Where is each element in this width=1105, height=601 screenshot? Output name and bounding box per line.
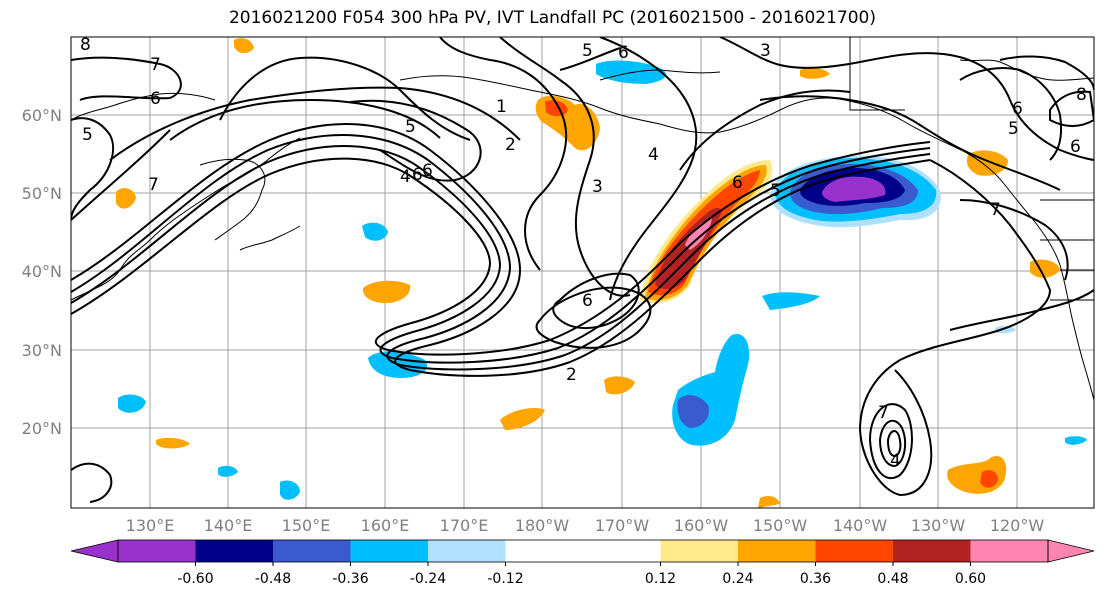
colorbar-segment xyxy=(583,540,661,562)
lat-label: 20°N xyxy=(22,419,62,438)
lon-label: 130°E xyxy=(126,516,175,535)
contour-label: 7 xyxy=(878,403,889,423)
contour-label: 3 xyxy=(592,177,603,197)
colorbar-outline xyxy=(117,539,1049,563)
positive-spot-11 xyxy=(800,67,830,79)
colorbar-tick-label: -0.48 xyxy=(255,571,291,587)
pv-contours xyxy=(71,37,1094,503)
colorbar-segment xyxy=(118,540,196,562)
colorbar-tick-label: 0.36 xyxy=(800,571,831,587)
contour-label: 6 xyxy=(150,89,161,109)
colorbar-segment xyxy=(815,540,894,562)
contour-label: 6 xyxy=(618,43,629,63)
contour-label: 5 xyxy=(770,181,781,201)
positive-spot-1-core xyxy=(545,100,568,117)
lat-label: 60°N xyxy=(22,106,62,125)
colorbar-tick-label: -0.60 xyxy=(177,571,213,587)
lat-label: 30°N xyxy=(22,341,62,360)
lon-label: 170°W xyxy=(595,516,650,535)
lon-label: 140°W xyxy=(833,516,888,535)
colorbar-segment xyxy=(350,540,429,562)
negative-spot-8 xyxy=(995,325,1016,334)
contour-label: 5 xyxy=(582,41,593,61)
contour-label: 7 xyxy=(150,55,161,75)
contour-label: 6 xyxy=(422,161,433,181)
colorbar-segment xyxy=(970,540,1049,562)
lon-label: 140°E xyxy=(204,516,253,535)
colorbar-tick-label: 0.12 xyxy=(645,571,676,587)
positive-spot-10 xyxy=(234,38,254,54)
colorbar-segment xyxy=(428,540,506,562)
contour-labels: 6 7 5 6 5 3 6 5 2 1 6 4 3 6 5 6 2 7 7 8 … xyxy=(80,35,1087,471)
positive-spot-6 xyxy=(604,376,635,395)
negative-spot-2 xyxy=(362,222,388,241)
positive-spot-7 xyxy=(500,408,545,430)
lon-label: 170°E xyxy=(440,516,489,535)
colorbar-tick-label: 0.60 xyxy=(955,571,986,587)
colorbar-segment xyxy=(738,540,816,562)
coastlines xyxy=(71,37,1094,401)
contour-label: 6 xyxy=(1070,137,1081,157)
positive-spot-9 xyxy=(156,437,190,449)
lon-label: 130°W xyxy=(911,516,966,535)
colorbar-tick-label: -0.12 xyxy=(487,571,523,587)
contour-label: 6 xyxy=(412,165,423,185)
colorbar-extend-min xyxy=(70,539,119,563)
contour-label: 5 xyxy=(405,117,416,137)
contour-label: 6 xyxy=(1012,99,1023,119)
contour-label: 7 xyxy=(148,175,159,195)
lon-label: 180°W xyxy=(515,516,570,535)
contour-label: 3 xyxy=(760,41,771,61)
contour-label: 7 xyxy=(990,200,1001,220)
contour-label: 6 xyxy=(732,173,743,193)
longitude-axis: 130°E 140°E 150°E 160°E 170°E 180°W 170°W 160°W… xyxy=(126,516,1045,535)
negative-spot-4 xyxy=(762,292,820,310)
contour-label: 4 xyxy=(648,145,659,165)
contour-label: 6 xyxy=(582,291,593,311)
contour-label: 8 xyxy=(1076,85,1087,105)
colorbar: -0.60 -0.48 -0.36 -0.24 -0.12 0.12 0.24 0.36 0.4… xyxy=(70,539,1095,587)
contour-label: 4 xyxy=(890,451,901,471)
negative-spot-5 xyxy=(280,480,300,500)
colorbar-tick-label: 0.48 xyxy=(877,571,908,587)
lon-label: 160°E xyxy=(361,516,410,535)
colorbar-segment xyxy=(505,540,584,562)
contour-label: 2 xyxy=(505,135,516,155)
lon-label: 160°W xyxy=(674,516,729,535)
colorbar-tick-label: 0.24 xyxy=(722,571,753,587)
contour-label: 1 xyxy=(496,97,507,117)
colorbar-segment xyxy=(660,540,739,562)
colorbar-segment xyxy=(273,540,351,562)
positive-spot-12 xyxy=(758,496,780,508)
colorbar-segment xyxy=(195,540,274,562)
positive-spot-2 xyxy=(362,280,411,304)
contour-label: 5 xyxy=(1008,119,1019,139)
latitude-axis: 60°N 50°N 40°N 30°N 20°N xyxy=(22,106,62,438)
map-title: 2016021200 F054 300 hPa PV, IVT Landfall… xyxy=(228,8,876,28)
lat-label: 40°N xyxy=(22,262,62,281)
hawaii-negative-core xyxy=(677,395,709,428)
contour-label: 4 xyxy=(400,167,411,187)
positive-anomaly-plume-peak xyxy=(685,218,712,250)
contour-label: 5 xyxy=(82,125,93,145)
colorbar-tick-label: -0.24 xyxy=(410,571,446,587)
lon-label: 150°W xyxy=(753,516,808,535)
lon-label: 150°E xyxy=(282,516,331,535)
colorbar-segment xyxy=(893,540,971,562)
negative-spot-3 xyxy=(118,394,146,413)
negative-spot-7 xyxy=(1065,436,1087,445)
lat-label: 50°N xyxy=(22,184,62,203)
colorbar-tick-label: -0.36 xyxy=(332,571,368,587)
contour-label: 2 xyxy=(566,365,577,385)
negative-anomaly-blob-peak xyxy=(822,176,886,202)
lon-label: 120°W xyxy=(990,516,1045,535)
colorbar-extend-max xyxy=(1047,539,1095,563)
contour-label: 8 xyxy=(80,35,91,55)
positive-spot-8-core xyxy=(980,470,998,488)
plot-frame xyxy=(70,36,1095,509)
positive-spot-3 xyxy=(116,188,136,209)
negative-spot-6 xyxy=(218,465,238,477)
